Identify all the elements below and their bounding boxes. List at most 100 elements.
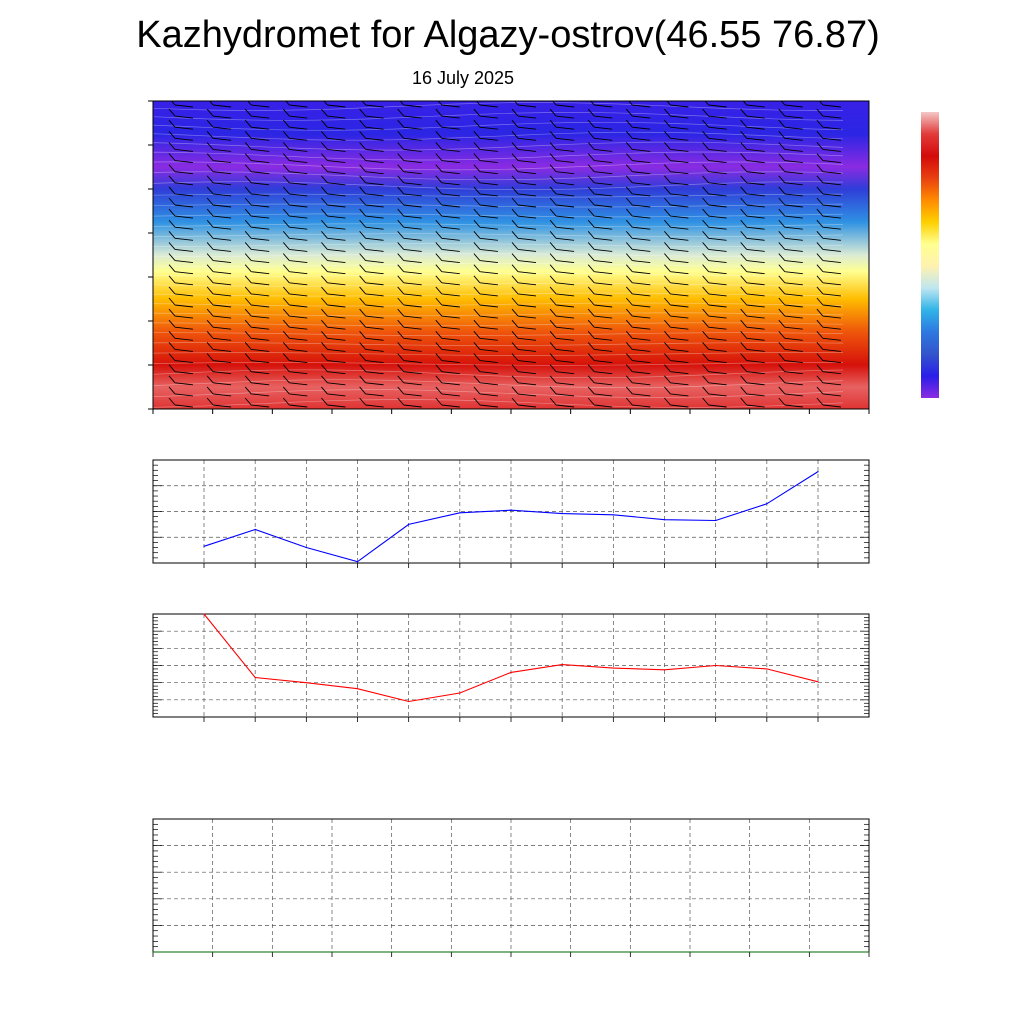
wind-barb: [587, 231, 613, 241]
wind-barb: [740, 286, 765, 297]
wind-barb: [168, 197, 194, 208]
wind-barb: [778, 297, 803, 308]
wind-barb: [664, 175, 689, 186]
wind-barb: [473, 297, 498, 308]
wind-barb: [435, 297, 460, 308]
wind-barb: [587, 153, 613, 164]
wind-barb: [168, 108, 194, 119]
wind-barb: [587, 186, 613, 197]
wind-barb: [587, 197, 613, 208]
wind-barb: [244, 108, 270, 119]
wind-barb: [740, 197, 765, 208]
wind-barb: [511, 164, 537, 175]
wind-barb: [816, 364, 841, 375]
wind-barb: [168, 242, 194, 252]
wind-barb: [435, 119, 460, 130]
wind-barb: [397, 297, 422, 308]
wind-barb: [702, 231, 727, 241]
wind-barb: [359, 331, 384, 341]
wind-barb: [740, 175, 765, 186]
wind-barb: [549, 286, 575, 297]
wind-barb: [625, 186, 651, 197]
wind-barb: [549, 364, 575, 375]
wind-barb: [244, 164, 270, 175]
wind-barb: [625, 342, 651, 352]
wind-barb: [702, 386, 727, 397]
wind-barb: [473, 319, 498, 330]
wind-barb: [244, 319, 270, 330]
wind-barb: [435, 331, 460, 341]
wind-barb: [244, 208, 270, 219]
wind-barb: [473, 208, 498, 219]
contour-line: [153, 272, 843, 277]
wind-barb: [473, 186, 498, 197]
wind-barb: [168, 253, 194, 264]
wind-barb: [740, 364, 765, 375]
wind-barb: [244, 242, 270, 252]
wind-barb: [168, 142, 194, 152]
wind-barb: [778, 286, 803, 297]
wind-barb: [625, 386, 651, 397]
wind-barb: [549, 119, 575, 130]
wind-barb: [702, 119, 727, 130]
wind-barb: [206, 308, 232, 319]
contour-line: [153, 332, 844, 337]
wind-barb: [587, 242, 613, 252]
wind-barb: [511, 197, 537, 208]
wind-barb: [282, 364, 308, 375]
wind-barb: [702, 208, 727, 219]
wind-barb: [473, 131, 498, 141]
wind-barb: [664, 386, 689, 397]
wind-barb: [740, 108, 765, 119]
wind-barb: [511, 286, 537, 297]
wind-barb: [778, 264, 803, 275]
wind-barb: [359, 253, 384, 264]
wind-barb: [359, 342, 384, 352]
wind-barb: [473, 242, 498, 252]
wind-barb: [282, 331, 308, 341]
wind-barb: [321, 119, 346, 130]
wind-barb: [702, 186, 727, 197]
wind-barb: [816, 319, 841, 330]
wind-barb: [244, 197, 270, 208]
wind-barb: [435, 286, 460, 297]
wind-barb: [587, 142, 613, 152]
data-point: [408, 523, 410, 525]
temp-panel: [152, 613, 870, 722]
wind-barb: [549, 264, 575, 275]
wind-barb: [244, 119, 270, 130]
wind-barb: [435, 164, 460, 175]
wind-barb: [397, 331, 422, 341]
data-point: [271, 951, 273, 953]
wind-barb: [168, 297, 194, 308]
wind-barb: [397, 319, 422, 330]
wind-barb: [664, 242, 689, 252]
wind-barb: [397, 397, 422, 408]
wind-barb: [282, 342, 308, 352]
wind-barb: [702, 319, 727, 330]
wind-barb: [244, 308, 270, 319]
wind-barb: [435, 386, 460, 397]
wind-barb: [282, 242, 308, 252]
wind-barb: [168, 364, 194, 375]
wind-barb: [168, 331, 194, 341]
wind-barb: [511, 219, 537, 230]
wind-barb: [549, 142, 575, 152]
figure-title: Kazhydromet for Algazy-ostrov(46.55 76.8…: [136, 14, 880, 56]
wind-barb: [664, 331, 689, 341]
wind-barb: [702, 275, 727, 286]
wind-barb: [282, 297, 308, 308]
wind-barb: [244, 342, 270, 352]
wind-barb: [435, 153, 460, 164]
data-point: [152, 951, 154, 953]
data-point: [254, 528, 256, 531]
data-point: [749, 951, 751, 953]
wind-barb: [168, 231, 194, 241]
wind-barb: [435, 242, 460, 252]
wind-barb: [168, 175, 194, 186]
wind-barb: [625, 164, 651, 175]
wind-barb: [168, 286, 194, 297]
wind-barb: [244, 297, 270, 308]
data-point: [510, 671, 512, 673]
wind-barb: [740, 275, 765, 286]
